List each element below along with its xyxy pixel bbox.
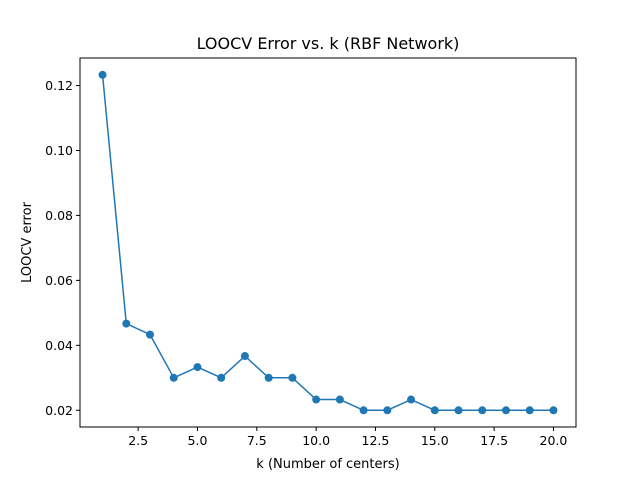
- data-point: [383, 406, 392, 415]
- x-tick-label: 10.0: [302, 433, 330, 448]
- x-tick-label: 17.5: [480, 433, 508, 448]
- data-point: [525, 406, 534, 415]
- data-point: [240, 352, 249, 361]
- data-point: [478, 406, 487, 415]
- axes-frame: [79, 57, 577, 428]
- x-tick-label: 12.5: [362, 433, 390, 448]
- x-tick-label: 15.0: [421, 433, 449, 448]
- x-tick-label: 20.0: [540, 433, 568, 448]
- data-point: [501, 406, 510, 415]
- y-tick-label: 0.02: [45, 403, 73, 418]
- x-tick-label: 7.5: [247, 433, 267, 448]
- data-point: [217, 373, 226, 382]
- x-tick-label: 5.0: [188, 433, 208, 448]
- y-tick-label: 0.06: [45, 273, 73, 288]
- y-tick-label: 0.10: [45, 143, 73, 158]
- data-point: [288, 373, 297, 382]
- series-layer: [98, 70, 558, 415]
- data-point: [454, 406, 463, 415]
- data-point: [122, 319, 131, 328]
- y-tick-label: 0.12: [45, 78, 73, 93]
- x-tick-label: 2.5: [128, 433, 148, 448]
- data-point: [193, 363, 202, 372]
- x-axis-label: k (Number of centers): [256, 457, 399, 472]
- data-point: [430, 406, 439, 415]
- data-point: [407, 395, 416, 404]
- chart-title: LOOCV Error vs. k (RBF Network): [197, 34, 460, 53]
- y-axis-ticks: 0.02 0.04 0.06 0.08 0.10 0.12: [45, 78, 80, 418]
- x-axis-ticks: 2.5 5.0 7.5 10.0 12.5 15.0 17.5 20.0: [128, 427, 567, 448]
- data-point: [312, 395, 321, 404]
- data-point: [146, 330, 155, 339]
- data-point: [549, 406, 558, 415]
- data-point: [264, 373, 273, 382]
- y-tick-label: 0.08: [45, 208, 73, 223]
- data-point: [359, 406, 368, 415]
- data-point: [98, 70, 107, 79]
- data-point: [169, 373, 178, 382]
- y-axis-label: LOOCV error: [20, 201, 35, 282]
- data-point: [335, 395, 344, 404]
- y-tick-label: 0.04: [45, 338, 73, 353]
